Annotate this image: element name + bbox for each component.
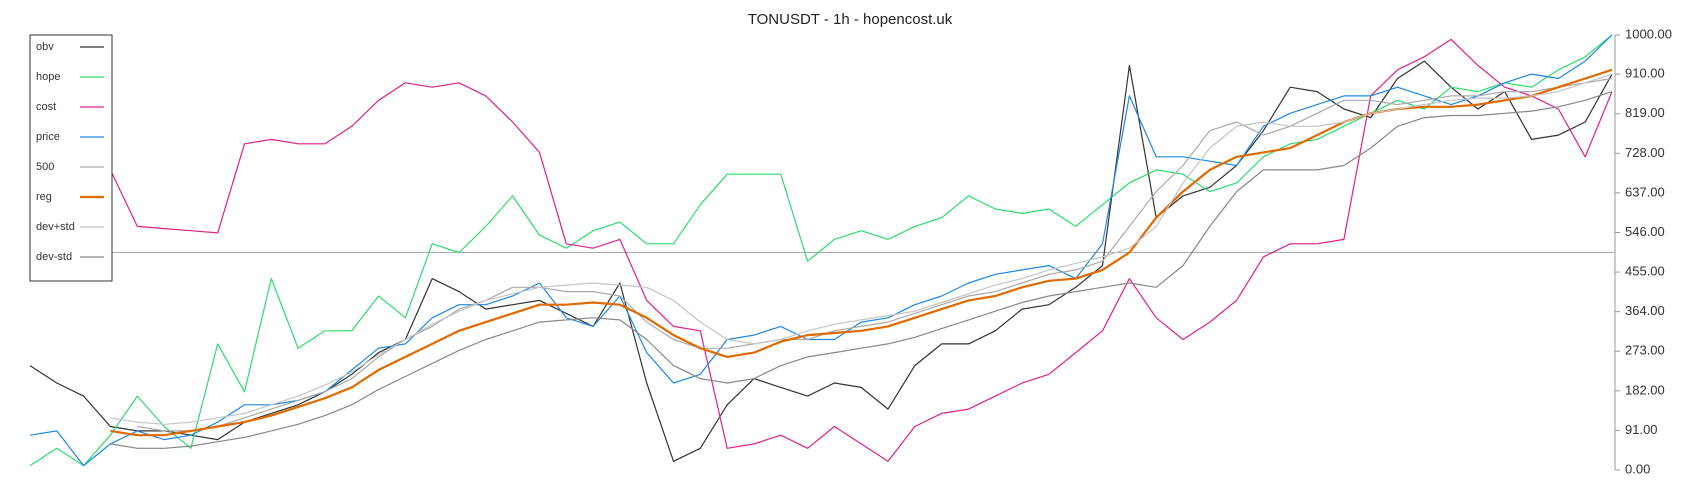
series-line	[110, 91, 1613, 449]
legend-label: dev-std	[36, 251, 72, 263]
legend-label: price	[36, 131, 60, 143]
y-tick-label: 910.00	[1625, 66, 1665, 81]
y-tick-label: 1000.00	[1625, 26, 1672, 41]
y-tick-label: 637.00	[1625, 184, 1665, 199]
legend-label: obv	[36, 41, 54, 53]
series-line	[29, 34, 1613, 467]
y-tick-label: 819.00	[1625, 105, 1665, 120]
y-tick-label: 273.00	[1625, 343, 1665, 358]
series-line	[29, 34, 1613, 467]
legend-box	[29, 34, 113, 282]
series-line	[110, 73, 1613, 425]
y-tick-label: 0.00	[1625, 461, 1650, 476]
series-line	[109, 38, 1613, 462]
y-tick-label: 455.00	[1625, 264, 1665, 279]
legend-label: 500	[36, 161, 54, 173]
chart-title: TONUSDT - 1h - hopencost.uk	[748, 11, 953, 28]
y-tick-label: 546.00	[1625, 224, 1665, 239]
legend-label: cost	[36, 101, 56, 113]
y-tick-label: 91.00	[1625, 422, 1658, 437]
y-tick-label: 182.00	[1625, 382, 1665, 397]
legend: obv hope cost price 500 reg dev+std dev-std	[29, 34, 113, 282]
legend-label: reg	[36, 191, 52, 203]
y-tick-label: 728.00	[1625, 145, 1665, 160]
legend-label: dev+std	[36, 221, 75, 233]
series-line	[137, 77, 1613, 432]
y-tick-label: 364.00	[1625, 303, 1665, 318]
series-line	[29, 60, 1613, 462]
legend-label: hope	[36, 71, 60, 83]
